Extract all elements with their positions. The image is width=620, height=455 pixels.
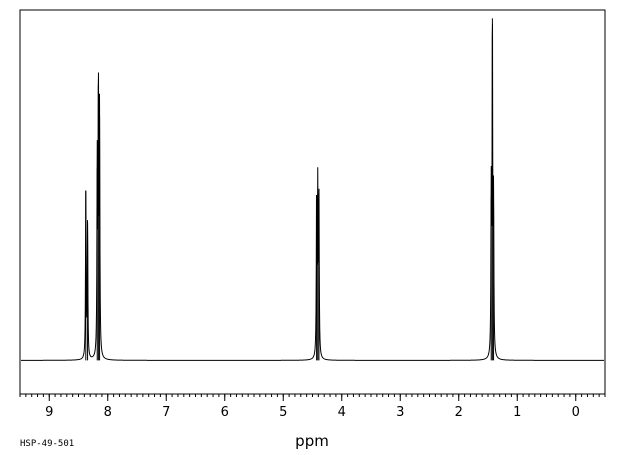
minor-ticks [19,394,606,397]
x-tick-label: 8 [104,405,112,420]
tick-labels: 9 8 7 6 5 4 3 2 1 0 [45,405,580,420]
major-ticks [48,394,577,401]
peak-marks [85,18,495,361]
x-tick-label: 5 [279,405,287,420]
x-tick-label: 1 [513,405,521,420]
sample-code-label: HSP-49-501 [20,439,74,449]
x-axis-title: ppm [295,432,329,450]
x-tick-label: 2 [455,405,463,420]
x-tick-label: 7 [162,405,170,420]
spectrum-trace [21,23,604,361]
x-tick-label: 3 [396,405,404,420]
x-tick-label: 0 [572,405,580,420]
plot-frame [19,9,606,395]
x-tick-label: 6 [221,405,229,420]
x-tick-label: 4 [338,405,346,420]
x-tick-label: 9 [45,405,53,420]
